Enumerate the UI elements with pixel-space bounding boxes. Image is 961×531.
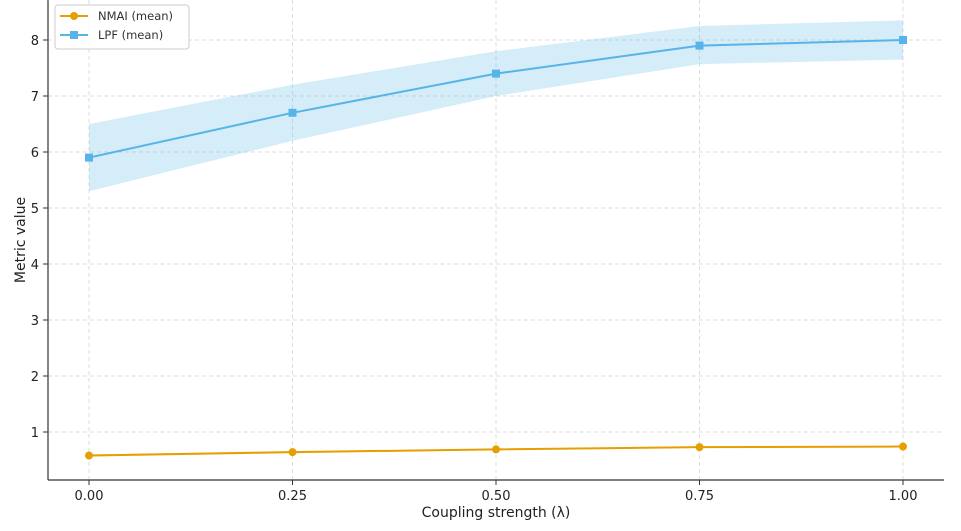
y-tick-label: 7 (31, 90, 39, 105)
legend-square-icon (70, 31, 78, 39)
circle-marker (899, 442, 907, 451)
y-tick-label: 5 (31, 202, 39, 217)
circle-marker (695, 443, 704, 452)
grid-lines (48, 0, 944, 480)
series-lines (85, 36, 907, 460)
x-tick-label: 1.00 (889, 489, 918, 504)
square-marker (288, 108, 297, 117)
y-tick-label: 3 (31, 314, 39, 329)
square-marker (492, 69, 500, 78)
y-tick-label: 4 (31, 258, 39, 273)
y-tick-label: 2 (31, 370, 39, 385)
legend-label: LPF (mean) (98, 28, 163, 42)
x-tick-label: 0.50 (482, 489, 511, 504)
square-marker (695, 41, 704, 50)
square-marker (899, 36, 907, 44)
x-tick-label: 0.75 (685, 489, 714, 504)
y-tick-label: 1 (31, 426, 39, 441)
circle-marker (492, 445, 500, 454)
band-1 (89, 20, 903, 192)
x-ticks: 0.00 0.25 0.50 0.75 1.00 (75, 480, 918, 504)
legend-box (54, 4, 190, 50)
circle-marker (288, 448, 297, 457)
legend-label: NMAI (mean) (98, 9, 173, 23)
y-axis-label: Metric value (13, 197, 29, 283)
x-tick-label: 0.00 (75, 489, 104, 504)
y-tick-label: 8 (31, 34, 39, 49)
circle-marker (85, 451, 93, 460)
y-tick-label: 6 (31, 146, 39, 161)
x-axis-label: Coupling strength (λ) (422, 505, 571, 521)
legend: NMAI (mean) LPF (mean) (54, 4, 190, 50)
y-ticks: 1 2 3 4 5 6 7 8 (31, 34, 48, 441)
square-marker (85, 153, 93, 162)
legend-circle-icon (70, 12, 78, 20)
x-tick-label: 0.25 (278, 489, 307, 504)
